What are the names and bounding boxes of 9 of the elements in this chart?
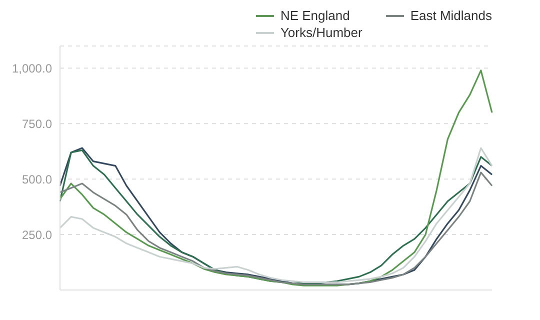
y-tick-label: 500.0 — [22, 172, 52, 186]
line-series — [59, 70, 493, 286]
y-tick-label: 1,000.0 — [12, 61, 52, 76]
y-tick-label: 750.0 — [22, 116, 52, 131]
legend-label: East Midlands — [410, 8, 492, 23]
line-series — [59, 172, 493, 286]
legend-label: Yorks/Humber — [280, 25, 362, 40]
legend-label: NE England — [280, 8, 350, 23]
y-tick-label: 250.0 — [22, 228, 52, 242]
